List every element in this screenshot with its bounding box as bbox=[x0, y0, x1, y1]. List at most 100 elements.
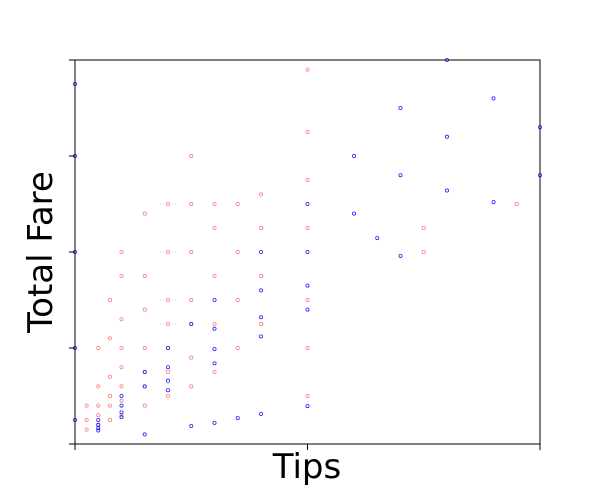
point bbox=[375, 236, 380, 241]
point bbox=[107, 374, 112, 379]
point bbox=[189, 153, 194, 158]
point bbox=[444, 134, 449, 139]
point bbox=[305, 67, 310, 72]
point bbox=[96, 413, 101, 418]
point bbox=[142, 211, 147, 216]
point bbox=[538, 125, 543, 130]
point bbox=[119, 384, 124, 389]
point bbox=[107, 393, 112, 398]
point bbox=[258, 273, 263, 278]
point bbox=[235, 249, 240, 254]
point bbox=[142, 307, 147, 312]
point bbox=[165, 321, 170, 326]
point bbox=[142, 369, 147, 374]
point bbox=[165, 249, 170, 254]
point bbox=[235, 345, 240, 350]
point bbox=[165, 388, 170, 393]
point bbox=[538, 173, 543, 178]
point bbox=[189, 355, 194, 360]
point bbox=[258, 315, 263, 320]
point bbox=[398, 253, 403, 258]
point bbox=[119, 317, 124, 322]
point bbox=[107, 297, 112, 302]
point bbox=[212, 346, 217, 351]
point bbox=[491, 200, 496, 205]
point bbox=[212, 321, 217, 326]
point bbox=[305, 129, 310, 134]
point bbox=[119, 398, 124, 403]
point bbox=[165, 393, 170, 398]
point bbox=[421, 249, 426, 254]
point bbox=[165, 369, 170, 374]
point bbox=[235, 416, 240, 421]
point bbox=[142, 273, 147, 278]
point bbox=[84, 403, 89, 408]
point bbox=[258, 411, 263, 416]
point bbox=[142, 403, 147, 408]
point bbox=[165, 378, 170, 383]
point bbox=[305, 283, 310, 288]
point bbox=[189, 201, 194, 206]
point bbox=[107, 336, 112, 341]
point bbox=[258, 288, 263, 293]
point bbox=[119, 415, 124, 420]
point bbox=[305, 345, 310, 350]
point bbox=[212, 361, 217, 366]
point bbox=[96, 426, 101, 431]
point bbox=[258, 192, 263, 197]
point bbox=[444, 58, 449, 63]
point bbox=[84, 427, 89, 432]
point bbox=[305, 225, 310, 230]
point bbox=[189, 384, 194, 389]
point bbox=[142, 432, 147, 437]
point bbox=[421, 225, 426, 230]
point bbox=[305, 404, 310, 409]
point bbox=[189, 321, 194, 326]
point bbox=[73, 153, 78, 158]
point bbox=[119, 273, 124, 278]
point bbox=[212, 420, 217, 425]
point bbox=[142, 345, 147, 350]
point bbox=[258, 321, 263, 326]
point bbox=[305, 201, 310, 206]
point bbox=[351, 211, 356, 216]
point bbox=[107, 417, 112, 422]
point bbox=[189, 297, 194, 302]
point bbox=[73, 82, 78, 87]
point bbox=[212, 201, 217, 206]
point bbox=[212, 297, 217, 302]
point bbox=[84, 417, 89, 422]
point bbox=[235, 297, 240, 302]
point bbox=[491, 96, 496, 101]
point bbox=[73, 417, 78, 422]
point bbox=[73, 345, 78, 350]
point bbox=[305, 393, 310, 398]
point bbox=[514, 201, 519, 206]
point bbox=[119, 393, 124, 398]
point bbox=[444, 188, 449, 193]
point bbox=[305, 249, 310, 254]
point bbox=[107, 403, 112, 408]
point bbox=[398, 106, 403, 111]
point bbox=[212, 225, 217, 230]
point bbox=[142, 384, 147, 389]
point bbox=[305, 177, 310, 182]
point bbox=[212, 326, 217, 331]
y-axis-label: Total Fare bbox=[21, 171, 61, 334]
point bbox=[212, 273, 217, 278]
point bbox=[96, 417, 101, 422]
point bbox=[165, 345, 170, 350]
point bbox=[165, 297, 170, 302]
point bbox=[258, 249, 263, 254]
point bbox=[96, 345, 101, 350]
point bbox=[189, 249, 194, 254]
plot-frame bbox=[74, 59, 541, 445]
point bbox=[351, 153, 356, 158]
point bbox=[73, 249, 78, 254]
point bbox=[258, 225, 263, 230]
point bbox=[235, 201, 240, 206]
point bbox=[258, 334, 263, 339]
x-axis-label: Tips bbox=[272, 447, 341, 487]
point bbox=[119, 403, 124, 408]
